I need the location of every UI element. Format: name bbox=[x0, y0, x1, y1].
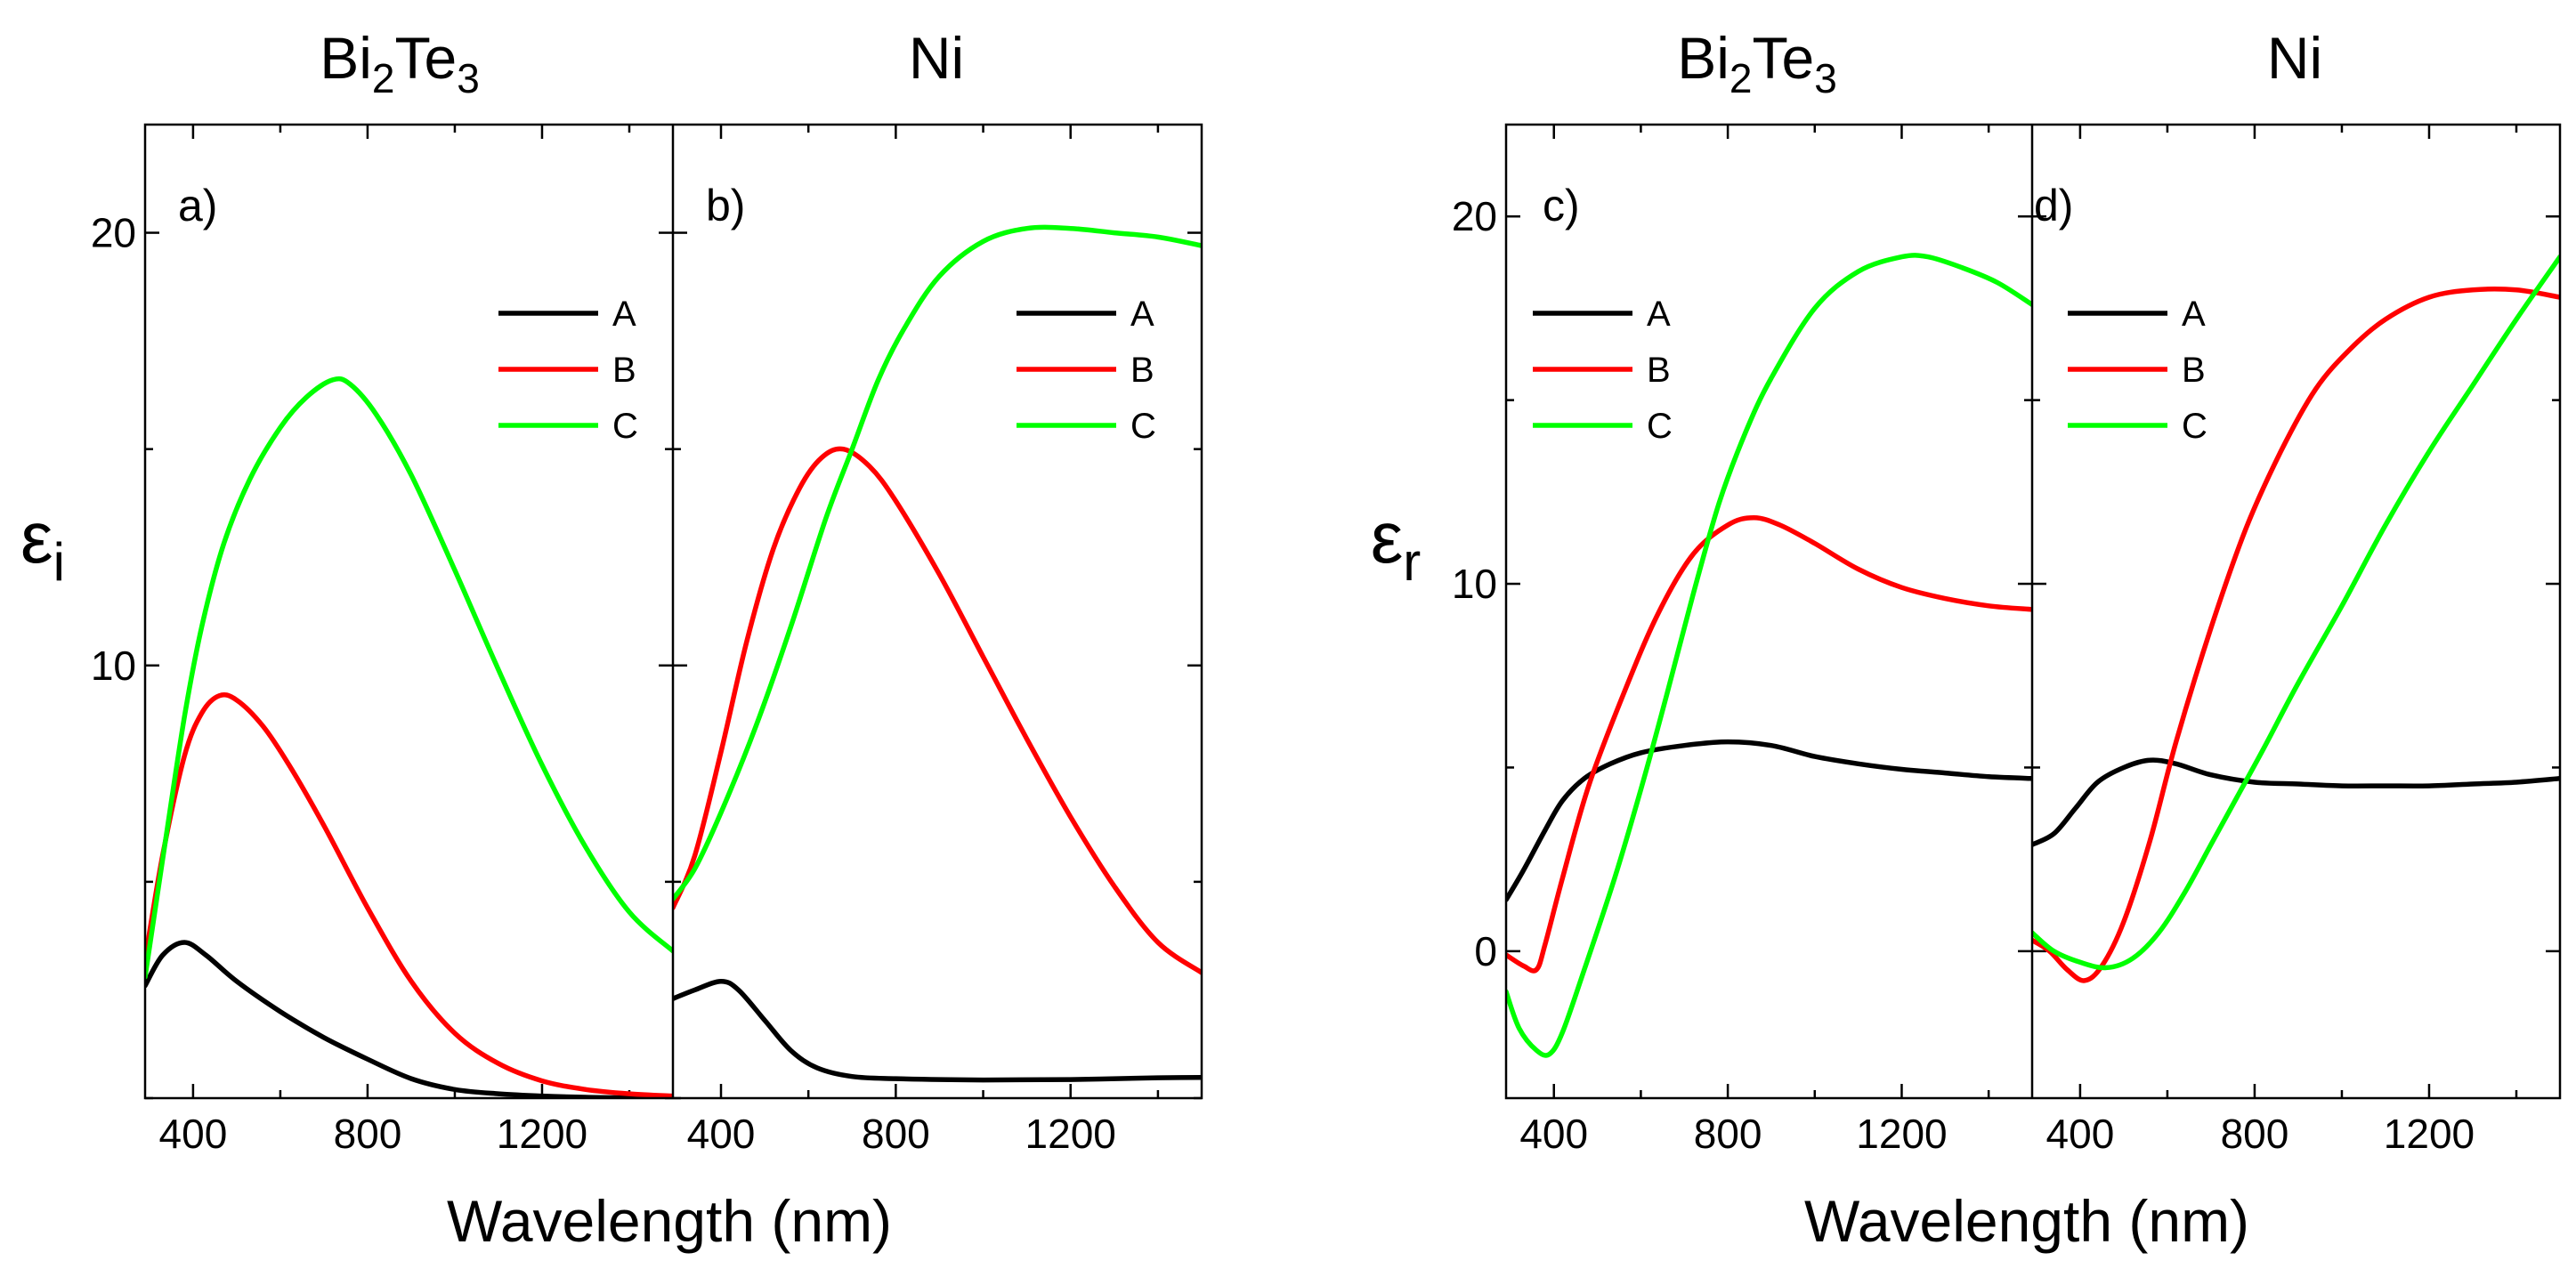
x-tick-label: 1200 bbox=[497, 1111, 587, 1157]
legend-a: ABC bbox=[498, 295, 638, 446]
legend-label-A: A bbox=[2182, 295, 2206, 334]
series-line-B bbox=[145, 692, 673, 1098]
x-tick-label: 400 bbox=[687, 1111, 756, 1157]
legend-label-A: A bbox=[612, 295, 636, 334]
tick-marks-d bbox=[2032, 125, 2560, 1098]
x-tick-label: 1200 bbox=[1856, 1111, 1947, 1157]
series-layer-b bbox=[673, 224, 1202, 1083]
series-layer-c bbox=[1506, 253, 2032, 1058]
panel-label-d: d) bbox=[2034, 181, 2073, 230]
legend-label-C: C bbox=[1647, 407, 1673, 446]
x-tick-label: 800 bbox=[2221, 1111, 2289, 1157]
panel-d: 400 800 1200 ABC d) bbox=[2032, 125, 2560, 1157]
series-line-C bbox=[2032, 254, 2560, 971]
series-line-B bbox=[1506, 514, 2032, 974]
tick-labels-b: 400 800 1200 bbox=[687, 1111, 1116, 1157]
tick-labels-a: 400 800 1200 10 20 bbox=[91, 210, 587, 1157]
series-line-A bbox=[1506, 739, 2032, 902]
x-tick-label: 400 bbox=[2046, 1111, 2115, 1157]
tick-labels-c: 400 800 1200 0 10 20 bbox=[1452, 193, 1948, 1157]
tick-labels-d: 400 800 1200 bbox=[2046, 1111, 2475, 1157]
tick-marks-c bbox=[1506, 125, 2032, 1098]
legend-label-A: A bbox=[1130, 295, 1154, 334]
x-tick-label: 800 bbox=[862, 1111, 930, 1157]
x-axis-label-left: Wavelength (nm) bbox=[447, 1188, 892, 1254]
y-tick-label: 0 bbox=[1474, 928, 1497, 974]
y-tick-label: 10 bbox=[91, 643, 136, 689]
y-tick-label: 20 bbox=[1452, 193, 1497, 239]
title-panel-d: Ni bbox=[2267, 25, 2322, 91]
panel-label-a: a) bbox=[178, 181, 217, 230]
legend-label-C: C bbox=[1130, 407, 1156, 446]
title-panel-a: Bi2Te3 bbox=[320, 25, 480, 101]
series-layer-d bbox=[2032, 254, 2560, 983]
panel-c: 400 800 1200 0 10 20 ABC c) bbox=[1452, 125, 2032, 1157]
series-line-C bbox=[673, 224, 1202, 902]
series-line-A bbox=[673, 978, 1202, 1083]
series-line-B bbox=[673, 446, 1202, 975]
y-tick-label: 10 bbox=[1452, 561, 1497, 607]
x-tick-label: 1200 bbox=[2384, 1111, 2475, 1157]
series-line-A bbox=[145, 940, 673, 1098]
legend-c: ABC bbox=[1533, 295, 1673, 446]
y-axis-label-left: εi bbox=[20, 497, 65, 592]
legend-label-A: A bbox=[1647, 295, 1671, 334]
x-tick-label: 800 bbox=[334, 1111, 402, 1157]
series-line-C bbox=[145, 376, 673, 980]
panel-label-c: c) bbox=[1543, 181, 1580, 230]
title-panel-b: Ni bbox=[909, 25, 964, 91]
y-tick-label: 20 bbox=[91, 210, 136, 256]
x-axis-label-right: Wavelength (nm) bbox=[1804, 1188, 2249, 1254]
tick-marks-a bbox=[145, 125, 673, 1100]
title-panel-c: Bi2Te3 bbox=[1677, 25, 1837, 101]
legend-label-C: C bbox=[2182, 407, 2207, 446]
x-tick-label: 800 bbox=[1694, 1111, 1762, 1157]
legend-b: ABC bbox=[1017, 295, 1156, 446]
legend-label-B: B bbox=[1647, 351, 1671, 390]
panel-a: 400 800 1200 10 20 ABC a) bbox=[91, 125, 673, 1157]
legend-d: ABC bbox=[2068, 295, 2207, 446]
x-tick-label: 400 bbox=[159, 1111, 228, 1157]
panel-b: 400 800 1200 ABC b) bbox=[673, 125, 1202, 1157]
x-tick-label: 1200 bbox=[1025, 1111, 1116, 1157]
panel-label-b: b) bbox=[706, 181, 745, 230]
series-line-C bbox=[1506, 253, 2032, 1058]
y-axis-label-right: εr bbox=[1371, 497, 1422, 592]
series-layer-a bbox=[145, 376, 673, 1098]
x-tick-label: 400 bbox=[1519, 1111, 1588, 1157]
legend-label-B: B bbox=[2182, 351, 2206, 390]
legend-label-B: B bbox=[1130, 351, 1154, 390]
series-line-B bbox=[2032, 287, 2560, 983]
legend-label-C: C bbox=[612, 407, 638, 446]
series-line-A bbox=[2032, 757, 2560, 847]
legend-label-B: B bbox=[612, 351, 636, 390]
